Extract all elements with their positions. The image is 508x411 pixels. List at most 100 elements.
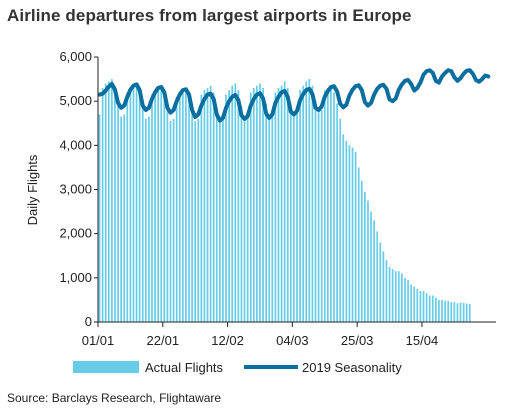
actual-flights-bar bbox=[441, 299, 443, 322]
y-axis-title: Daily Flights bbox=[25, 154, 40, 225]
actual-flights-bar bbox=[160, 85, 163, 323]
actual-flights-bar bbox=[271, 114, 274, 322]
actual-flights-bar bbox=[141, 105, 144, 322]
actual-flights-bar bbox=[410, 284, 413, 322]
actual-flights-bar bbox=[376, 231, 379, 322]
actual-flights-bar bbox=[342, 134, 345, 322]
actual-flights-bar bbox=[305, 81, 308, 322]
actual-flights-bar bbox=[268, 116, 271, 323]
actual-flights-bar bbox=[277, 87, 280, 322]
actual-flights-bar bbox=[360, 180, 363, 322]
actual-flights-bar bbox=[138, 90, 141, 323]
actual-flights-bar bbox=[225, 94, 227, 322]
actual-flights-bar bbox=[370, 211, 372, 322]
actual-flights-bar bbox=[447, 300, 450, 322]
actual-flights-bar bbox=[339, 118, 342, 322]
actual-flights-bar bbox=[367, 200, 369, 322]
actual-flights-bar bbox=[364, 191, 366, 322]
actual-flights-bar bbox=[462, 303, 465, 322]
actual-flights-bar bbox=[431, 295, 434, 322]
actual-flights-bar bbox=[401, 273, 403, 322]
actual-flights-bar bbox=[345, 140, 348, 322]
actual-flights-bar bbox=[206, 87, 209, 322]
actual-flights-bar bbox=[256, 85, 258, 323]
actual-flights-bar bbox=[416, 288, 419, 323]
actual-flights-bar bbox=[407, 280, 409, 322]
actual-flights-bar bbox=[274, 92, 277, 322]
actual-flights-bar bbox=[182, 90, 184, 323]
actual-flights-bar bbox=[120, 116, 122, 323]
actual-flights-bar bbox=[197, 118, 200, 322]
actual-flights-bar bbox=[317, 112, 320, 323]
x-tick-label: 15/04 bbox=[406, 333, 439, 348]
source-note: Source: Barclays Research, Flightaware bbox=[7, 391, 222, 405]
actual-flights-bar bbox=[219, 121, 221, 322]
x-tick-label: 22/01 bbox=[147, 333, 180, 348]
y-tick-label: 6,000 bbox=[59, 49, 92, 64]
actual-flights-bar bbox=[101, 87, 104, 322]
actual-flights-bar bbox=[422, 291, 425, 322]
actual-flights-bar bbox=[234, 83, 237, 322]
actual-flights-bar bbox=[237, 90, 240, 323]
axes: 0 1,000 2,000 3,000 4,000 5,000 6,000 01/01 22/0… bbox=[59, 49, 496, 348]
actual-flights-bar bbox=[249, 92, 252, 322]
actual-flights-bar bbox=[157, 87, 160, 322]
actual-flights-bar bbox=[243, 118, 246, 322]
actual-flights-bar bbox=[333, 92, 335, 322]
actual-flights-bar bbox=[425, 293, 428, 322]
actual-flights-bar bbox=[314, 101, 317, 322]
actual-flights-bar bbox=[222, 116, 224, 323]
actual-flights-bar bbox=[188, 94, 190, 322]
actual-flights-bar bbox=[212, 92, 215, 322]
actual-flights-bar bbox=[194, 121, 197, 322]
actual-flights-bar bbox=[302, 85, 305, 323]
actual-flights-bar bbox=[357, 167, 360, 322]
actual-flights-bar bbox=[166, 107, 169, 322]
actual-flights-bar bbox=[456, 303, 459, 322]
y-tick-label: 1,000 bbox=[59, 270, 92, 285]
y-tick-label: 3,000 bbox=[59, 182, 92, 197]
actual-flights-bar bbox=[413, 286, 416, 322]
actual-flights-bar bbox=[450, 302, 453, 323]
actual-flights-bar bbox=[203, 90, 206, 323]
actual-flights-bar bbox=[373, 220, 375, 322]
x-tick-label: 25/03 bbox=[341, 333, 374, 348]
actual-flights-bar bbox=[330, 87, 332, 322]
actual-flights-bar bbox=[126, 92, 129, 322]
actual-flights-bars bbox=[98, 79, 471, 323]
chart-title: Airline departures from largest airports… bbox=[7, 6, 412, 25]
actual-flights-bar bbox=[240, 105, 243, 322]
actual-flights-bar bbox=[104, 83, 107, 322]
actual-flights-bar bbox=[148, 116, 150, 323]
x-tick-label: 12/02 bbox=[211, 333, 244, 348]
y-tick-label: 5,000 bbox=[59, 93, 92, 108]
actual-flights-bar bbox=[280, 85, 283, 323]
actual-flights-bar bbox=[175, 96, 178, 322]
actual-flights-bar bbox=[289, 103, 292, 323]
actual-flights-bar bbox=[397, 271, 400, 322]
actual-flights-bar bbox=[320, 110, 323, 322]
actual-flights-bar bbox=[465, 303, 468, 322]
actual-flights-bar bbox=[336, 103, 338, 323]
seasonality-line bbox=[97, 68, 491, 123]
actual-flights-bar bbox=[308, 79, 311, 322]
actual-flights-bar bbox=[434, 297, 437, 322]
actual-flights-bar bbox=[283, 81, 286, 322]
y-tick-label: 4,000 bbox=[59, 137, 92, 152]
actual-flights-bar bbox=[246, 114, 249, 322]
actual-flights-bar bbox=[132, 85, 135, 323]
y-tick-label: 0 bbox=[85, 314, 92, 329]
actual-flights-bar bbox=[262, 87, 264, 322]
actual-flights-bar bbox=[391, 269, 394, 322]
actual-flights-bar bbox=[459, 302, 462, 322]
legend-seasonality-label: 2019 Seasonality bbox=[302, 360, 402, 375]
actual-flights-bar bbox=[259, 83, 261, 322]
legend: Actual Flights 2019 Seasonality bbox=[73, 360, 402, 375]
actual-flights-bar bbox=[215, 107, 218, 322]
y-tick-label: 2,000 bbox=[59, 226, 92, 241]
actual-flights-bar bbox=[151, 94, 153, 322]
actual-flights-bar bbox=[144, 118, 147, 322]
actual-flights-bar bbox=[123, 114, 126, 322]
actual-flights-bar bbox=[468, 303, 471, 322]
